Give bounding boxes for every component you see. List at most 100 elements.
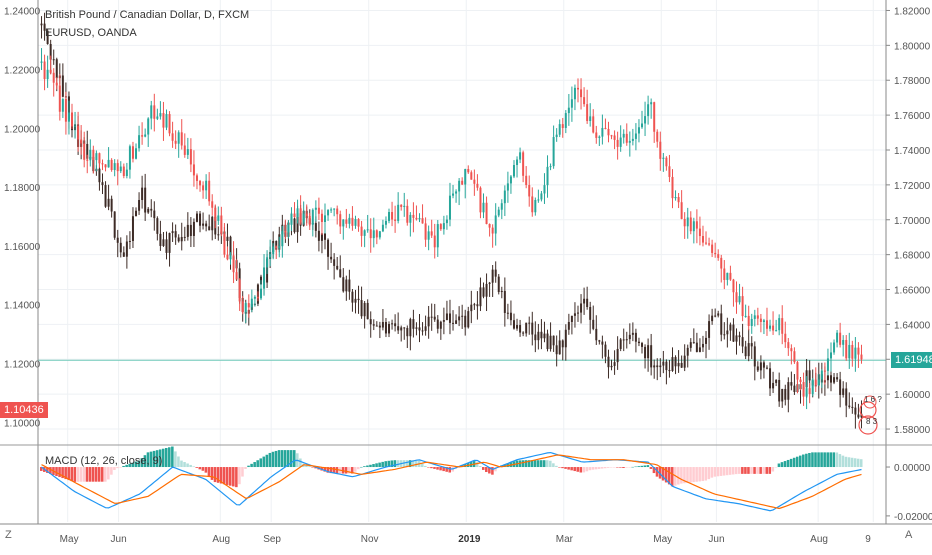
macd-histogram-bar: [667, 467, 671, 485]
zoom-reset-button[interactable]: Z: [5, 529, 12, 541]
eurusd-candle-body: [497, 276, 500, 293]
eurusd-candle-body: [372, 324, 375, 326]
gbpcad-candle-body: [458, 180, 461, 192]
eurusd-candle-body: [503, 290, 506, 313]
gbpcad-candle-body: [717, 254, 720, 258]
eurusd-candle-body: [104, 185, 107, 207]
eurusd-candle-body: [650, 345, 653, 368]
eurusd-candle-body: [647, 345, 650, 359]
macd-histogram-bar: [652, 467, 656, 474]
eurusd-candle-body: [531, 322, 534, 335]
right-axis-label: 1.70000: [894, 216, 931, 227]
eurusd-candle-body: [613, 362, 616, 366]
gbpcad-candle-body: [348, 217, 351, 224]
macd-histogram-bar: [100, 467, 104, 482]
macd-histogram-bar: [235, 467, 238, 488]
auto-scale-button[interactable]: A: [905, 529, 913, 541]
eurusd-candle-body: [424, 326, 427, 331]
gbpcad-candle-body: [738, 296, 741, 303]
main-series-legend[interactable]: British Pound / Canadian Dollar, D, FXCM: [45, 9, 250, 21]
macd-legend[interactable]: MACD (12, 26, close, 9): [45, 455, 163, 467]
eurusd-candle-body: [174, 231, 177, 238]
macd-histogram-bar: [661, 467, 665, 481]
gbpcad-candle-body: [744, 315, 747, 317]
macd-histogram-bar: [774, 467, 778, 468]
gbpcad-candle-body: [601, 127, 604, 137]
eurusd-candle-body: [790, 382, 793, 386]
macd-histogram-bar: [259, 458, 263, 468]
gbpcad-candle-body: [263, 267, 266, 289]
x-axis-label: Jun: [708, 534, 724, 545]
gbpcad-candle-body: [147, 118, 150, 135]
macd-histogram-bar: [427, 467, 430, 468]
gbpcad-candle-body: [714, 252, 717, 255]
event-markers[interactable]: 1 6 ? 8 3: [858, 395, 882, 435]
eurusd-candle-body: [199, 213, 202, 226]
gbpcad-candle-body: [662, 157, 665, 159]
macd-histogram-bar: [335, 467, 339, 474]
eurusd-candle-body: [61, 75, 64, 97]
macd-histogram-bar: [375, 463, 378, 468]
gbpcad-candle-body: [589, 116, 592, 121]
macd-histogram-bar: [436, 467, 439, 470]
eurusd-candle-body: [705, 337, 708, 344]
macd-histogram-bar: [841, 455, 845, 468]
gbpcad-candle-body: [186, 149, 189, 155]
gbpcad-candle-body: [522, 152, 525, 176]
macd-histogram-bar: [616, 467, 619, 468]
eurusd-candle-body: [826, 375, 829, 381]
gbpcad-candle-body: [637, 127, 640, 134]
macd-histogram-bar: [198, 467, 202, 470]
macd-histogram-bar: [110, 467, 113, 475]
macd-histogram-bar: [823, 452, 826, 468]
gbpcad-candle-body: [205, 180, 208, 191]
eurusd-candle-body: [592, 319, 595, 329]
macd-histogram-bar: [411, 460, 415, 468]
gbpcad-candle-body: [95, 153, 98, 161]
macd-histogram-bar: [152, 450, 156, 468]
gbpcad-candle-body: [711, 244, 714, 253]
eurusd-candle-body: [586, 298, 589, 307]
gbpcad-candle-body: [281, 231, 284, 247]
eurusd-candle-body: [729, 324, 732, 331]
eurusd-candle-body: [598, 340, 601, 342]
gbpcad-candle-body: [491, 227, 494, 234]
gbpcad-candle-body: [595, 132, 598, 138]
macd-histogram-bar: [817, 452, 820, 468]
eurusd-candle-body: [436, 319, 439, 329]
macd-histogram-bar: [488, 467, 491, 474]
eurusd-candle-body: [159, 233, 162, 246]
eurusd-candle-body: [467, 311, 470, 328]
macd-histogram-bar: [128, 463, 131, 468]
macd-histogram-bar: [350, 467, 354, 474]
eurusd-candle-body: [552, 335, 555, 346]
gbpcad-candle-body: [116, 163, 119, 172]
eurusd-candle-body: [674, 357, 677, 367]
gbpcad-candle-body: [217, 215, 220, 221]
macd-histogram-bar: [600, 467, 604, 469]
gbpcad-candle-body: [92, 149, 95, 161]
gbpcad-candle-body: [49, 69, 52, 73]
gbpcad-candle-body: [278, 246, 281, 248]
gbpcad-candle-body: [80, 139, 83, 144]
eurusd-candle-body: [833, 377, 836, 383]
gbpcad-candle-body: [592, 116, 595, 133]
macd-histogram-bar: [232, 467, 235, 487]
overlay-series-legend[interactable]: EURUSD, OANDA: [45, 27, 137, 39]
gbpcad-candle-body: [144, 134, 147, 137]
macd-histogram-bar: [122, 465, 125, 468]
gbpcad-candle-body: [162, 113, 165, 128]
macd-histogram-bar: [244, 467, 247, 469]
eurusd-candle-body: [512, 320, 515, 329]
macd-histogram-bar: [521, 460, 525, 468]
eurusd-candle-body: [701, 343, 704, 348]
macd-histogram-bar: [280, 450, 284, 468]
eurusd-candle-body: [631, 332, 634, 335]
eurusd-candle-body: [211, 216, 214, 231]
eurusd-candle-body: [692, 342, 695, 344]
gbpcad-candle-body: [802, 382, 805, 397]
gbpcad-candle-body: [86, 159, 89, 161]
macd-histogram-bar: [789, 458, 793, 468]
